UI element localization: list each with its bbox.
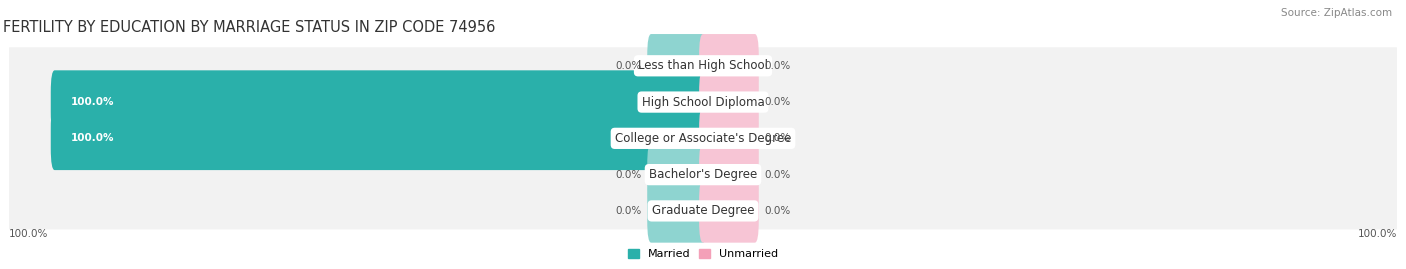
Text: Less than High School: Less than High School (638, 59, 768, 72)
Text: 100.0%: 100.0% (70, 97, 114, 107)
Text: Graduate Degree: Graduate Degree (652, 204, 754, 217)
Text: 0.0%: 0.0% (616, 170, 641, 180)
FancyBboxPatch shape (8, 47, 1398, 84)
Text: 0.0%: 0.0% (765, 170, 790, 180)
FancyBboxPatch shape (8, 120, 1398, 157)
FancyBboxPatch shape (8, 156, 1398, 193)
FancyBboxPatch shape (699, 107, 759, 170)
Text: Bachelor's Degree: Bachelor's Degree (650, 168, 756, 181)
Text: 0.0%: 0.0% (765, 133, 790, 143)
Text: 100.0%: 100.0% (10, 229, 49, 239)
Text: 0.0%: 0.0% (765, 97, 790, 107)
Text: Source: ZipAtlas.com: Source: ZipAtlas.com (1281, 8, 1392, 18)
FancyBboxPatch shape (8, 84, 1398, 121)
Text: FERTILITY BY EDUCATION BY MARRIAGE STATUS IN ZIP CODE 74956: FERTILITY BY EDUCATION BY MARRIAGE STATU… (3, 20, 495, 34)
Text: 0.0%: 0.0% (616, 61, 641, 71)
Text: 0.0%: 0.0% (765, 206, 790, 216)
Text: College or Associate's Degree: College or Associate's Degree (614, 132, 792, 145)
FancyBboxPatch shape (699, 179, 759, 243)
Text: 100.0%: 100.0% (1357, 229, 1396, 239)
Text: High School Diploma: High School Diploma (641, 95, 765, 109)
Text: 0.0%: 0.0% (765, 61, 790, 71)
FancyBboxPatch shape (51, 107, 707, 170)
Text: 100.0%: 100.0% (70, 133, 114, 143)
FancyBboxPatch shape (8, 192, 1398, 229)
FancyBboxPatch shape (51, 70, 707, 134)
FancyBboxPatch shape (647, 143, 707, 206)
FancyBboxPatch shape (647, 34, 707, 98)
FancyBboxPatch shape (699, 34, 759, 98)
FancyBboxPatch shape (647, 179, 707, 243)
Text: 0.0%: 0.0% (616, 206, 641, 216)
FancyBboxPatch shape (699, 143, 759, 206)
Legend: Married, Unmarried: Married, Unmarried (623, 244, 783, 264)
FancyBboxPatch shape (699, 70, 759, 134)
